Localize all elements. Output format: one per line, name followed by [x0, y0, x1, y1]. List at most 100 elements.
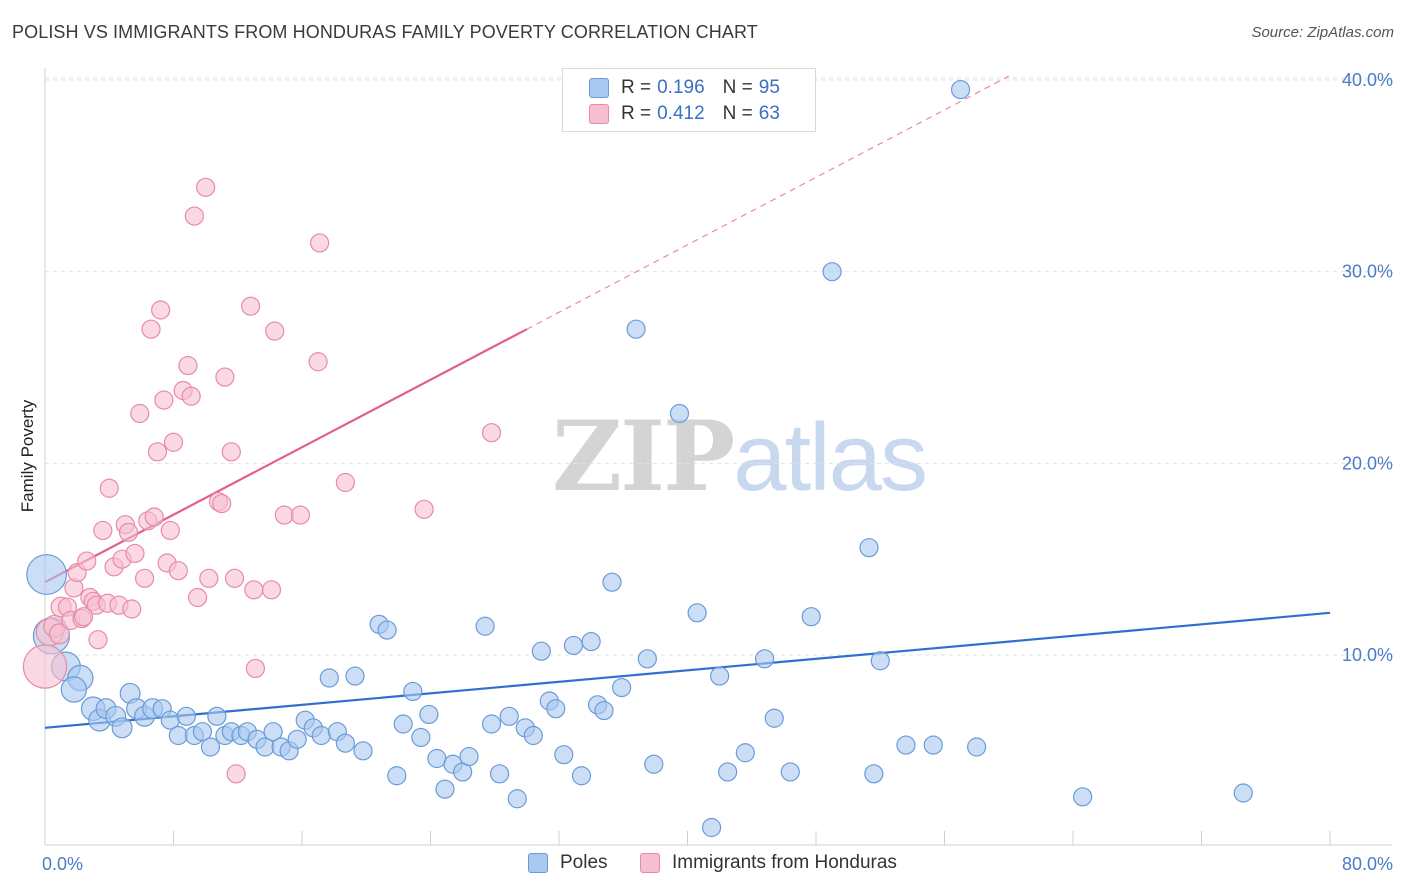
honduras-point: [414, 499, 434, 519]
poles-point: [207, 706, 227, 726]
honduras-point: [226, 764, 246, 784]
honduras-point: [196, 177, 216, 197]
watermark-zip: ZIP: [552, 400, 735, 513]
y-tick-label: 20.0%: [1342, 453, 1393, 473]
poles-point: [435, 779, 455, 799]
honduras-point: [88, 630, 108, 650]
honduras-trend-line: [44, 328, 528, 584]
poles-point: [60, 676, 88, 703]
poles-point: [637, 649, 657, 669]
honduras-point: [163, 432, 184, 452]
poles-point: [801, 607, 821, 627]
honduras-point: [125, 543, 145, 564]
honduras-point: [224, 568, 245, 588]
legend-n-value: 95: [758, 77, 780, 98]
x-tick-label: 0.0%: [42, 854, 83, 874]
honduras-point: [212, 493, 232, 514]
poles-point: [393, 714, 413, 734]
poles-point: [687, 603, 707, 623]
poles-point: [200, 737, 221, 757]
poles-point: [644, 754, 664, 774]
watermark-atlas: atlas: [733, 404, 928, 511]
honduras-point: [141, 319, 161, 339]
honduras-trend-extension: [526, 75, 1010, 330]
grid-layer: [45, 77, 1392, 656]
honduras-point: [99, 478, 119, 498]
honduras-point: [265, 321, 285, 341]
legend-r-value: 0.196: [657, 77, 705, 98]
y-tick-label: 40.0%: [1342, 70, 1393, 90]
honduras-point: [178, 355, 198, 376]
poles-point: [459, 746, 479, 767]
correlation-legend: R = 0.196 N = 95 R = 0.412 N = 63: [562, 68, 816, 132]
poles-point: [481, 714, 502, 734]
poles-point: [411, 727, 431, 748]
honduras-point: [160, 520, 180, 541]
legend-r-label: R =: [621, 103, 652, 124]
poles-point: [571, 766, 592, 786]
honduras-point: [77, 551, 97, 571]
source-label: Source: ZipAtlas.com: [1251, 24, 1394, 41]
poles-point: [669, 403, 690, 424]
poles-point: [1073, 787, 1093, 807]
poles-point: [26, 554, 68, 595]
poles-point: [612, 677, 632, 698]
poles-point: [319, 668, 339, 688]
poles-point: [718, 762, 738, 782]
legend-row-poles: R = 0.196 N = 95: [589, 76, 786, 100]
poles-point: [345, 666, 365, 686]
poles-point: [581, 631, 601, 652]
honduras-point: [261, 580, 282, 600]
series-legend-honduras: Immigrants from Honduras: [640, 852, 897, 874]
honduras-point: [215, 367, 235, 387]
poles-point: [377, 620, 397, 640]
honduras-point: [151, 300, 171, 320]
poles-point: [864, 764, 884, 784]
honduras-point: [73, 607, 94, 627]
series-legend: Poles Immigrants from Honduras: [0, 852, 1406, 876]
poles-point: [870, 651, 890, 671]
honduras-point: [118, 522, 139, 542]
poles-point: [546, 699, 566, 719]
x-tick-label: 80.0%: [1342, 854, 1393, 874]
poles-point: [735, 743, 755, 763]
honduras-point: [199, 568, 219, 588]
honduras-point: [184, 206, 204, 226]
poles-point: [168, 725, 188, 746]
poles-point: [335, 733, 355, 753]
honduras-point: [168, 561, 188, 581]
poles-point: [523, 725, 543, 746]
honduras-point: [187, 587, 208, 608]
poles-point: [387, 766, 407, 786]
honduras-point: [181, 386, 201, 406]
poles-point: [507, 789, 527, 809]
labels-layer: 10.0% 20.0% 30.0% 40.0% 0.0% 80.0%: [42, 70, 1393, 874]
poles-point: [192, 722, 213, 742]
honduras-point: [144, 507, 164, 527]
series-swatch-honduras: [640, 853, 660, 873]
poles-point: [475, 616, 495, 636]
poles-point: [111, 717, 133, 739]
y-tick-label: 30.0%: [1342, 262, 1393, 282]
poles-point: [896, 735, 916, 755]
poles-point: [353, 741, 373, 761]
poles-point: [754, 649, 775, 669]
poles-point: [489, 764, 510, 784]
legend-swatch-poles: [589, 78, 609, 98]
poles-point: [701, 817, 722, 838]
poles-point: [554, 745, 574, 765]
poles-point: [626, 319, 646, 339]
honduras-point: [147, 442, 168, 462]
series-legend-poles: Poles: [528, 852, 608, 874]
poles-point: [531, 641, 551, 661]
series-label-poles: Poles: [560, 852, 608, 873]
poles-point: [263, 722, 283, 742]
honduras-point: [122, 599, 142, 619]
honduras-point: [130, 403, 150, 424]
honduras-point: [134, 568, 155, 588]
honduras-point: [290, 505, 310, 525]
poles-point: [594, 700, 614, 721]
honduras-point: [22, 644, 68, 689]
poles-point: [287, 729, 307, 749]
poles-point: [427, 748, 447, 769]
